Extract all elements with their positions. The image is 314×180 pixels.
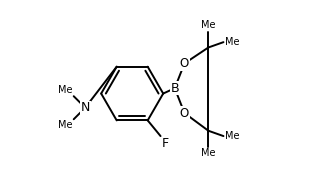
Text: B: B bbox=[171, 82, 179, 95]
Text: O: O bbox=[180, 57, 189, 70]
Text: Me: Me bbox=[58, 120, 73, 130]
Text: F: F bbox=[161, 138, 169, 150]
Text: Me: Me bbox=[225, 37, 239, 47]
Text: N: N bbox=[80, 101, 90, 114]
Text: Me: Me bbox=[225, 131, 239, 141]
Text: Me: Me bbox=[58, 85, 73, 95]
Text: O: O bbox=[180, 107, 189, 120]
Text: Me: Me bbox=[201, 148, 216, 158]
Text: Me: Me bbox=[201, 20, 216, 30]
